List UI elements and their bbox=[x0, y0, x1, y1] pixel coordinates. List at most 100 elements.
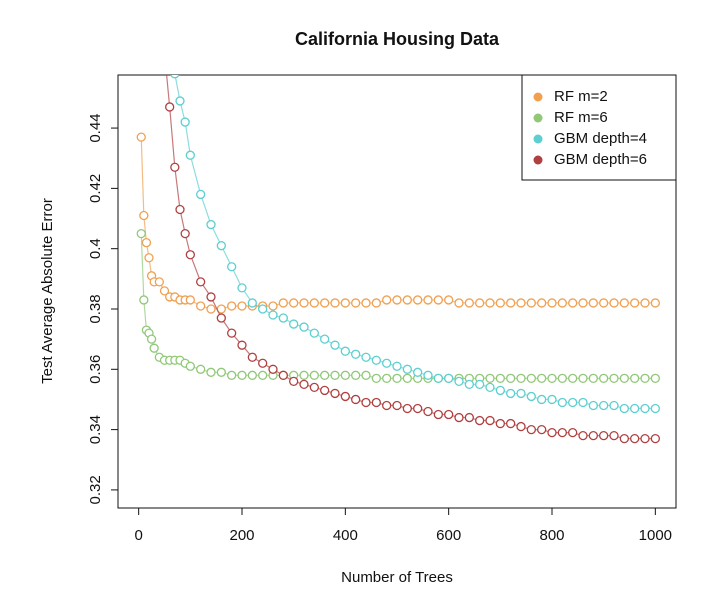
data-point bbox=[454, 376, 464, 387]
y-tick-label: 0.34 bbox=[87, 415, 104, 444]
data-point bbox=[423, 295, 433, 305]
data-point bbox=[485, 373, 495, 383]
data-point bbox=[630, 403, 640, 414]
series-line bbox=[174, 75, 656, 410]
data-point bbox=[475, 415, 485, 426]
data-point bbox=[402, 403, 412, 414]
data-point bbox=[309, 382, 319, 393]
data-point bbox=[609, 373, 619, 383]
data-point bbox=[247, 298, 257, 308]
data-point bbox=[371, 355, 381, 365]
data-point bbox=[196, 301, 206, 311]
data-point bbox=[371, 298, 381, 308]
data-point bbox=[578, 397, 588, 408]
data-point bbox=[464, 379, 474, 390]
data-point bbox=[413, 367, 423, 377]
data-point bbox=[557, 397, 567, 408]
data-point bbox=[320, 334, 330, 344]
data-point bbox=[423, 406, 433, 417]
data-point bbox=[330, 370, 340, 380]
data-point bbox=[185, 250, 195, 260]
data-point bbox=[526, 424, 536, 435]
data-point bbox=[588, 373, 598, 383]
data-point bbox=[640, 373, 650, 383]
data-point bbox=[392, 295, 402, 305]
data-point bbox=[309, 298, 319, 308]
data-point bbox=[258, 358, 268, 368]
plot-area bbox=[136, 75, 660, 444]
data-point bbox=[495, 298, 505, 308]
data-point bbox=[371, 397, 381, 408]
data-point bbox=[619, 373, 629, 383]
y-tick-label: 0.44 bbox=[87, 113, 104, 142]
data-point bbox=[154, 277, 164, 287]
data-point bbox=[630, 373, 640, 383]
legend-box bbox=[521, 74, 677, 181]
data-point bbox=[433, 409, 443, 420]
x-tick-label: 600 bbox=[436, 527, 461, 544]
data-point bbox=[464, 412, 474, 423]
x-tick-label: 400 bbox=[333, 527, 358, 544]
data-point bbox=[196, 364, 206, 374]
data-point bbox=[159, 286, 170, 296]
data-point bbox=[464, 298, 474, 308]
data-point bbox=[547, 373, 557, 383]
data-point bbox=[599, 430, 609, 441]
data-point bbox=[599, 298, 609, 308]
y-tick-label: 0.38 bbox=[87, 294, 104, 323]
data-point bbox=[537, 373, 547, 383]
data-point bbox=[237, 340, 247, 350]
data-point bbox=[139, 295, 149, 305]
data-point bbox=[299, 298, 309, 308]
data-point bbox=[330, 388, 340, 399]
data-point bbox=[568, 298, 578, 308]
data-point bbox=[506, 298, 516, 308]
data-point bbox=[351, 349, 361, 359]
data-point bbox=[237, 301, 247, 311]
data-point bbox=[340, 370, 350, 380]
data-point bbox=[320, 370, 330, 380]
data-point bbox=[568, 427, 578, 438]
data-point bbox=[206, 292, 216, 302]
data-point bbox=[227, 328, 237, 338]
data-point bbox=[619, 433, 629, 444]
data-point bbox=[402, 364, 412, 374]
data-point bbox=[599, 373, 609, 383]
data-point bbox=[237, 370, 247, 380]
data-point bbox=[578, 298, 588, 308]
data-point bbox=[557, 427, 567, 438]
data-point bbox=[630, 433, 640, 444]
legend-label: GBM depth=6 bbox=[554, 151, 647, 168]
data-point bbox=[454, 412, 464, 423]
data-point bbox=[180, 117, 190, 127]
data-point bbox=[423, 370, 433, 380]
data-point bbox=[299, 379, 309, 390]
data-point bbox=[516, 298, 526, 308]
data-point bbox=[227, 370, 237, 380]
data-point bbox=[382, 295, 392, 305]
data-point bbox=[361, 370, 371, 380]
legend-label: RF m=6 bbox=[554, 109, 608, 126]
data-point bbox=[136, 132, 146, 142]
data-point bbox=[309, 328, 319, 338]
data-point bbox=[433, 373, 443, 383]
data-point bbox=[609, 430, 619, 441]
data-point bbox=[216, 241, 226, 251]
data-point bbox=[361, 397, 371, 408]
data-point bbox=[180, 228, 190, 239]
data-point bbox=[392, 373, 402, 383]
data-point bbox=[206, 367, 216, 377]
data-point bbox=[237, 283, 247, 293]
data-point bbox=[516, 421, 526, 432]
data-point bbox=[495, 373, 505, 383]
data-point bbox=[268, 364, 278, 374]
data-point bbox=[640, 433, 650, 444]
data-point bbox=[278, 313, 288, 323]
data-point bbox=[139, 210, 149, 221]
data-point bbox=[578, 430, 588, 441]
data-point bbox=[475, 379, 485, 390]
data-point bbox=[475, 298, 485, 308]
data-point bbox=[392, 361, 402, 371]
data-point bbox=[485, 298, 495, 308]
